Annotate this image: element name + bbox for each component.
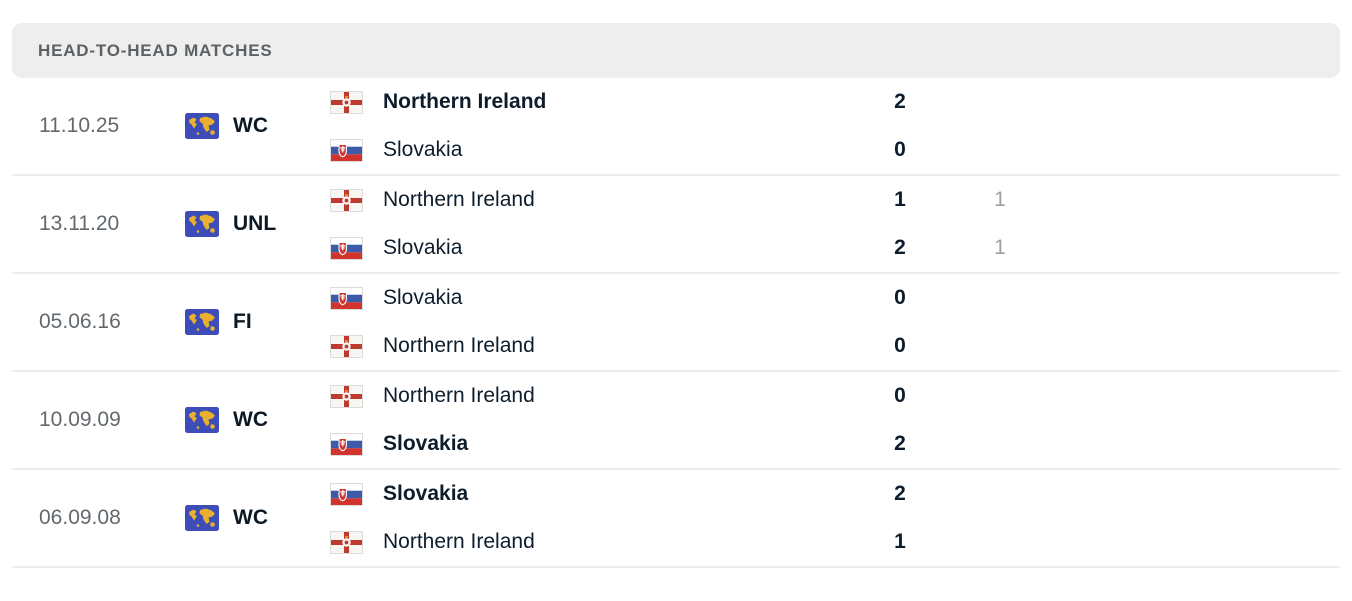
team-score: 0: [894, 384, 906, 407]
team-score: 2: [894, 482, 906, 505]
halftime-score: [940, 322, 1060, 370]
slovakia-flag: [330, 138, 363, 162]
team-name: Northern Ireland: [383, 188, 535, 211]
match-date: 06.09.08: [39, 506, 121, 529]
slovakia-flag: [330, 432, 363, 456]
competition-label: UNL: [233, 212, 277, 235]
competition-label: FI: [233, 310, 252, 333]
halftime-score: 1: [994, 236, 1006, 259]
team-name: Northern Ireland: [383, 384, 535, 407]
halftime-score: [940, 78, 1060, 126]
team-name: Slovakia: [383, 286, 463, 309]
team-row: Slovakia: [330, 224, 860, 272]
team-score: 2: [894, 236, 906, 259]
halftime-score: [940, 518, 1060, 566]
team-score: 1: [894, 530, 906, 553]
halftime-scores: [940, 78, 1060, 174]
northern-ireland-flag: [330, 90, 363, 114]
team-score: 2: [894, 432, 906, 455]
team-row: Northern Ireland: [330, 322, 860, 370]
team-row: Slovakia: [330, 420, 860, 468]
world-map-icon: [185, 407, 219, 433]
matches-list: 11.10.25 WC: [12, 78, 1340, 568]
match-row[interactable]: 05.06.16 FI: [12, 274, 1340, 372]
slovakia-flag: [330, 286, 363, 310]
section-header: HEAD-TO-HEAD MATCHES: [12, 23, 1340, 78]
match-row[interactable]: 11.10.25 WC: [12, 78, 1340, 176]
competition: WC: [185, 505, 330, 531]
team-score: 0: [894, 138, 906, 161]
team-name: Slovakia: [383, 482, 469, 505]
teams: Northern Ireland Slovakia: [330, 372, 860, 468]
halftime-scores: [940, 274, 1060, 370]
halftime-score: [940, 420, 1060, 468]
match-date: 05.06.16: [39, 310, 121, 333]
competition: WC: [185, 407, 330, 433]
competition-label: WC: [233, 408, 268, 431]
scores: 0 2: [860, 372, 940, 468]
team-row: Northern Ireland: [330, 78, 860, 126]
team-score: 0: [894, 334, 906, 357]
halftime-scores: [940, 372, 1060, 468]
halftime-score: [940, 274, 1060, 322]
team-name: Northern Ireland: [383, 334, 535, 357]
match-row[interactable]: 13.11.20 UNL: [12, 176, 1340, 274]
scores: 1 2: [860, 176, 940, 272]
northern-ireland-flag: [330, 530, 363, 554]
scores: 2 1: [860, 470, 940, 566]
halftime-scores: 1 1: [940, 176, 1060, 272]
world-map-icon: [185, 309, 219, 335]
match-row[interactable]: 10.09.09 WC: [12, 372, 1340, 470]
halftime-score: [940, 470, 1060, 518]
section-title: HEAD-TO-HEAD MATCHES: [38, 40, 273, 60]
world-map-icon: [185, 211, 219, 237]
team-row: Slovakia: [330, 274, 860, 322]
match-row[interactable]: 06.09.08 WC: [12, 470, 1340, 568]
match-date: 10.09.09: [39, 408, 121, 431]
team-row: Northern Ireland: [330, 518, 860, 566]
team-name: Slovakia: [383, 236, 463, 259]
team-name: Slovakia: [383, 432, 469, 455]
world-map-icon: [185, 505, 219, 531]
team-row: Northern Ireland: [330, 372, 860, 420]
team-row: Slovakia: [330, 470, 860, 518]
team-name: Northern Ireland: [383, 90, 547, 113]
competition: FI: [185, 309, 330, 335]
world-map-icon: [185, 113, 219, 139]
team-row: Slovakia: [330, 126, 860, 174]
match-date: 11.10.25: [39, 114, 120, 137]
competition: WC: [185, 113, 330, 139]
halftime-scores: [940, 470, 1060, 566]
scores: 2 0: [860, 78, 940, 174]
slovakia-flag: [330, 482, 363, 506]
team-score: 2: [894, 90, 906, 113]
match-date: 13.11.20: [39, 212, 120, 235]
halftime-score: 1: [994, 188, 1006, 211]
teams: Northern Ireland Slovakia: [330, 78, 860, 174]
team-row: Northern Ireland: [330, 176, 860, 224]
northern-ireland-flag: [330, 188, 363, 212]
competition-label: WC: [233, 114, 268, 137]
teams: Slovakia Northern Ireland: [330, 274, 860, 370]
competition: UNL: [185, 211, 330, 237]
team-name: Northern Ireland: [383, 530, 535, 553]
head-to-head-widget: HEAD-TO-HEAD MATCHES 11.10.25 WC: [12, 23, 1340, 568]
halftime-score: [940, 126, 1060, 174]
team-name: Slovakia: [383, 138, 463, 161]
team-score: 0: [894, 286, 906, 309]
teams: Slovakia Northern Ireland: [330, 470, 860, 566]
northern-ireland-flag: [330, 384, 363, 408]
team-score: 1: [894, 188, 906, 211]
northern-ireland-flag: [330, 334, 363, 358]
scores: 0 0: [860, 274, 940, 370]
slovakia-flag: [330, 236, 363, 260]
teams: Northern Ireland Slovakia: [330, 176, 860, 272]
competition-label: WC: [233, 506, 268, 529]
halftime-score: [940, 372, 1060, 420]
